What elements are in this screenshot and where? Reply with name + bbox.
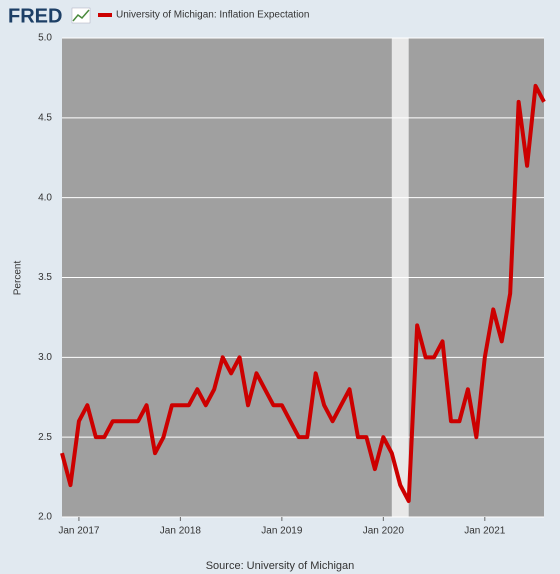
- logo-icon: [71, 7, 91, 24]
- y-axis-label: Percent: [13, 261, 24, 296]
- y-tick-label: 2.0: [38, 512, 52, 523]
- y-tick-label: 5.0: [38, 33, 52, 44]
- y-tick-label: 3.0: [38, 352, 52, 363]
- y-tick-label: 4.5: [38, 112, 52, 123]
- x-tick-label: Jan 2019: [261, 526, 303, 537]
- y-tick-label: 4.0: [38, 192, 52, 203]
- x-tick-label: Jan 2021: [464, 526, 506, 537]
- x-tick-label: Jan 2018: [160, 526, 202, 537]
- x-tick-label: Jan 2017: [58, 526, 100, 537]
- y-tick-label: 2.5: [38, 432, 52, 443]
- y-tick-label: 3.5: [38, 272, 52, 283]
- source: Source: University of Michigan: [206, 560, 355, 572]
- x-tick-label: Jan 2020: [363, 526, 405, 537]
- legend-label: University of Michigan: Inflation Expect…: [116, 10, 309, 21]
- data-line: [60, 83, 546, 504]
- logo: FRED: [8, 5, 62, 27]
